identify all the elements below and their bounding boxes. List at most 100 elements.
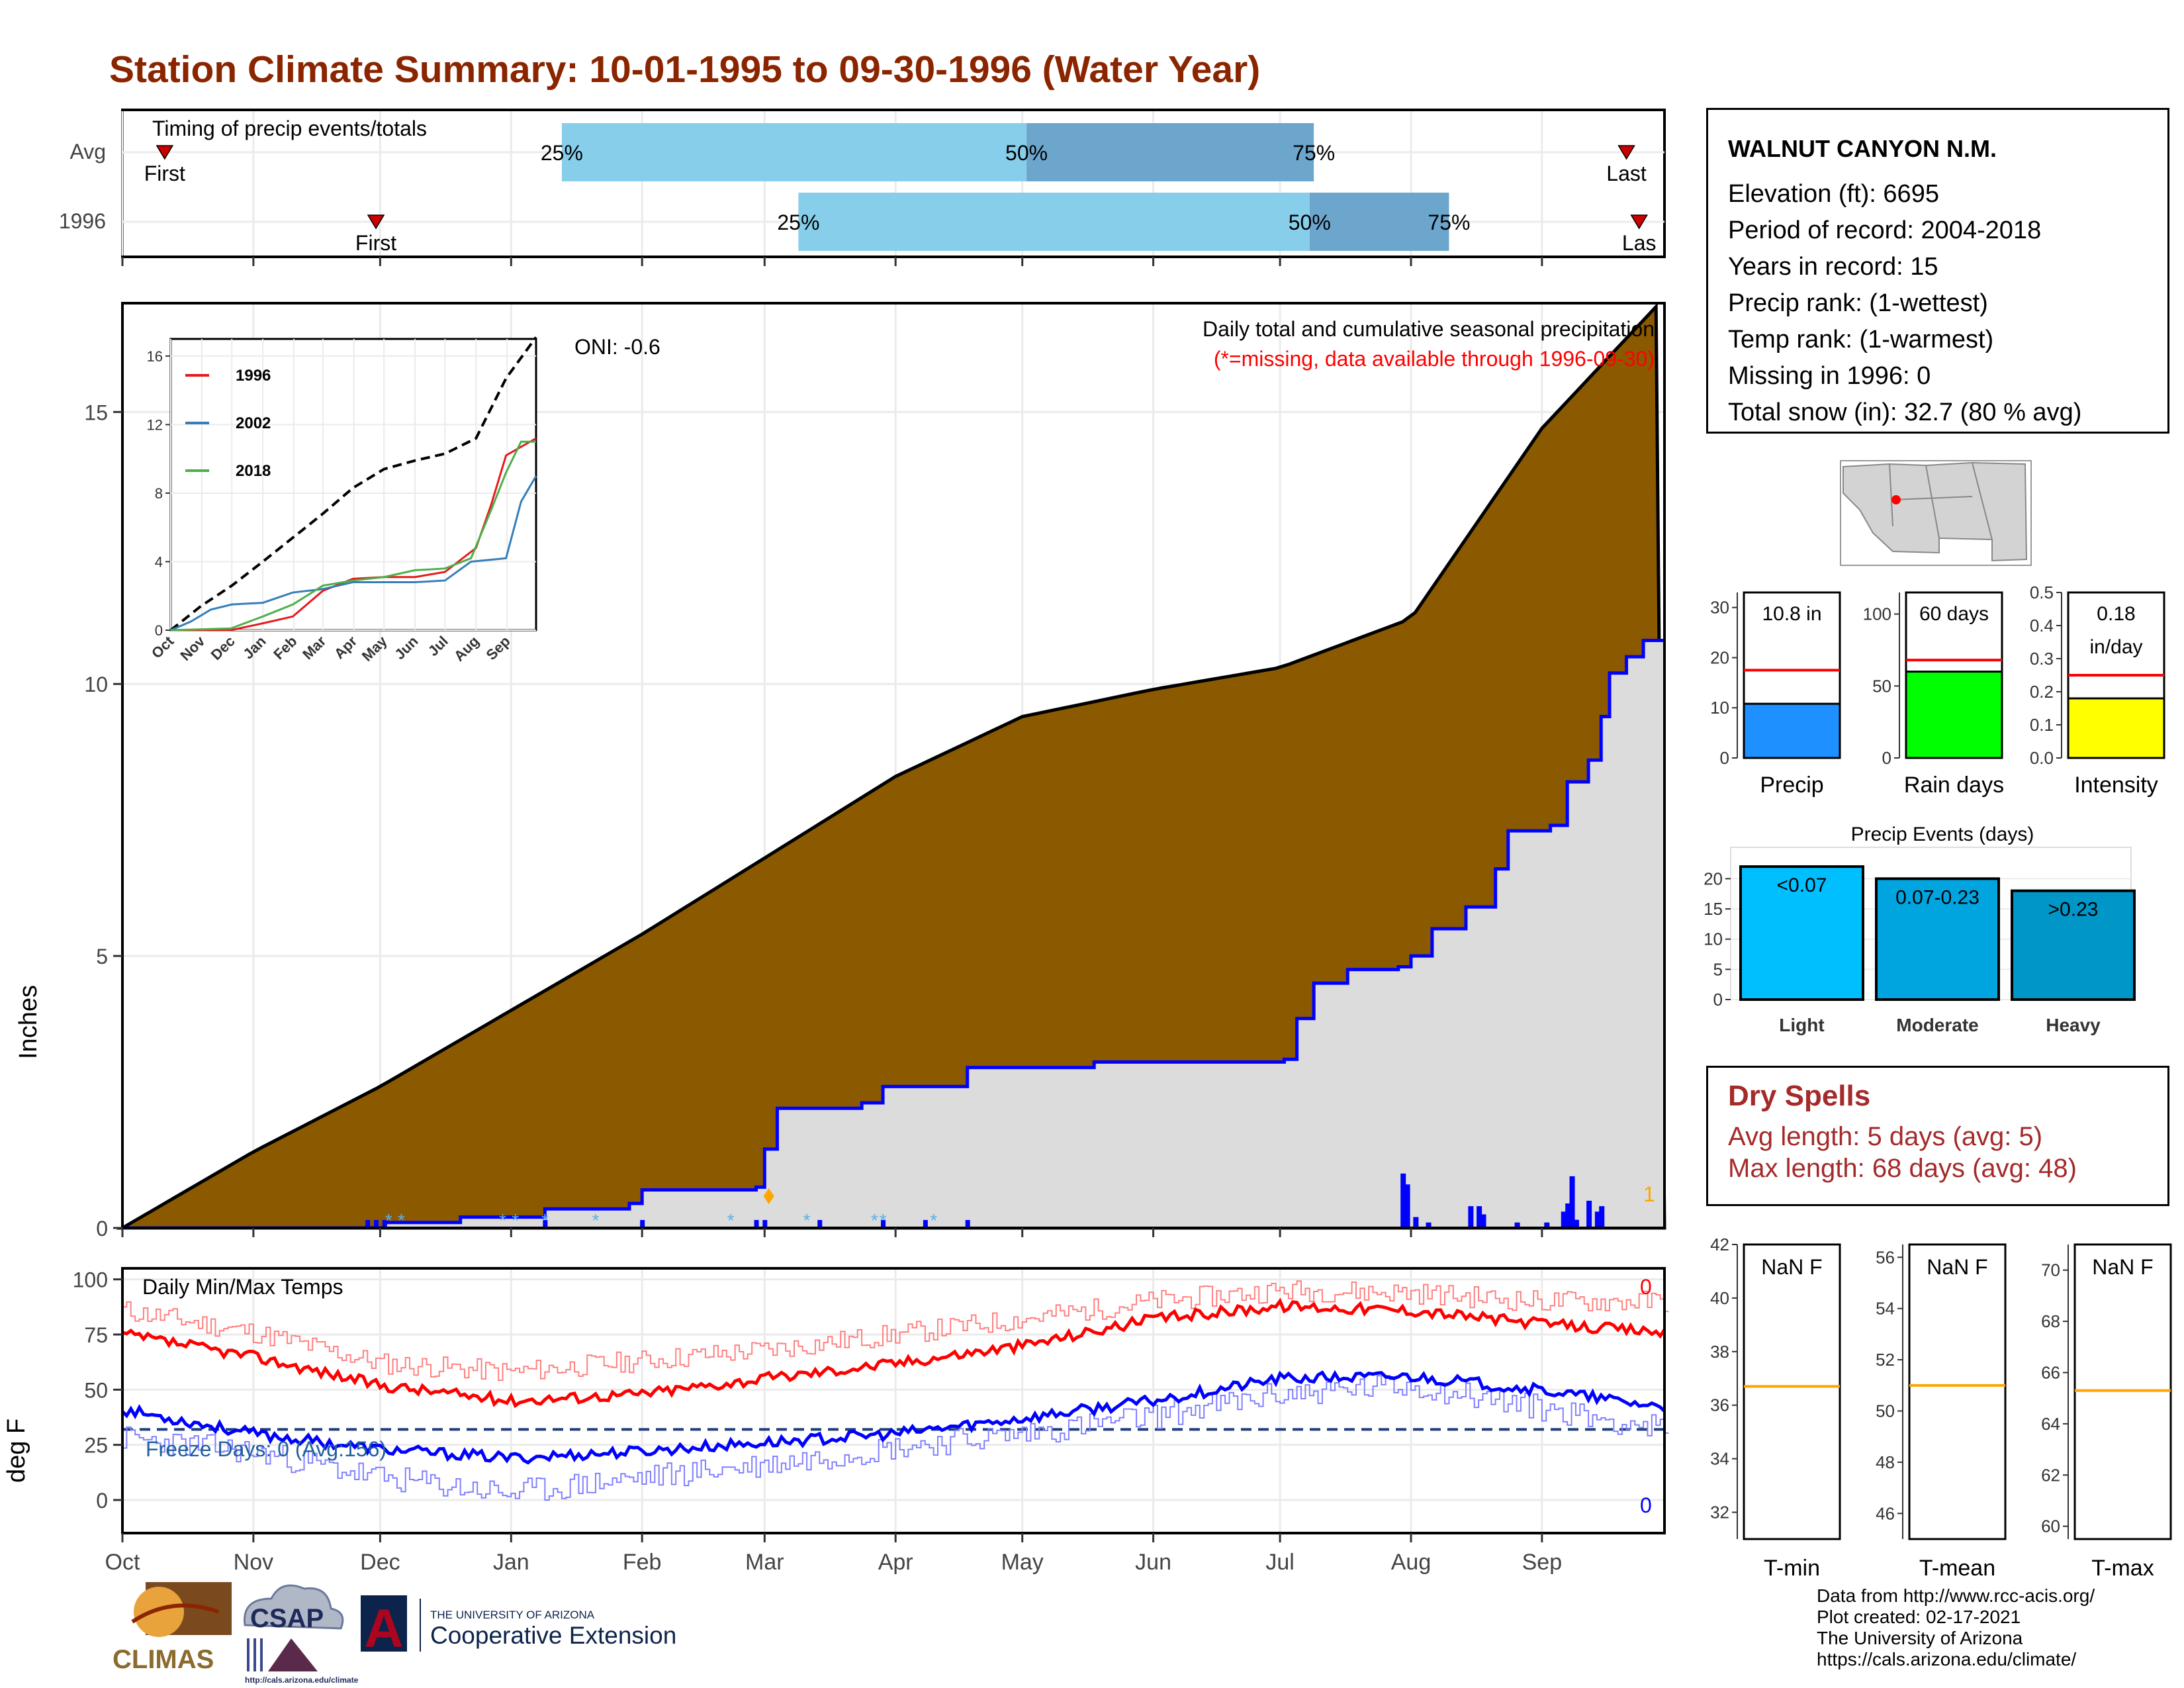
tbox-label: T-mean xyxy=(1919,1556,1995,1581)
daily-precip-bar xyxy=(1413,1217,1419,1228)
precip-ylabel: Inches xyxy=(15,985,42,1059)
inset-legend-label: 2002 xyxy=(236,414,271,432)
bar-y-label: 0.3 xyxy=(2030,649,2054,669)
timing-marker-label: First xyxy=(355,231,396,255)
events-y-label: 0 xyxy=(1713,990,1723,1009)
timing-row-avg: Avg xyxy=(69,140,106,164)
temps-y-ticks: 0 25 50 75 100 xyxy=(73,1268,122,1513)
timing-marker-icon xyxy=(1617,145,1635,160)
tbox-y-label: 70 xyxy=(2041,1260,2060,1280)
tbox-y-label: 32 xyxy=(1710,1503,1729,1523)
daily-precip-bar xyxy=(1480,1214,1486,1228)
dry-avg-length: Avg length: 5 days (avg: 5) xyxy=(1728,1122,2043,1151)
snow-marker-icon: * xyxy=(930,1210,937,1231)
precip-y-tick-label: 0 xyxy=(96,1217,108,1241)
inset-y-label: 0 xyxy=(155,622,163,639)
map-borders xyxy=(1889,462,1993,540)
daily-precip-bar xyxy=(923,1220,928,1228)
month-axis: Oct Nov Dec Jan Feb Mar Apr May Jun Jul Aug Sep xyxy=(105,1533,1562,1575)
credit-line: https://cals.arizona.edu/climate/ xyxy=(1817,1649,2077,1669)
ua-line-2: Cooperative Extension xyxy=(430,1622,676,1649)
precip-title-2: (*=missing, data available through 1996-… xyxy=(1214,347,1655,371)
precip-title-1: Daily total and cumulative seasonal prec… xyxy=(1203,317,1655,341)
timing-label-q50: 50% xyxy=(1289,211,1331,234)
freeze-days-label: Freeze Days: 0 (Avg:156) xyxy=(146,1437,387,1461)
dry-spells-title: Dry Spells xyxy=(1728,1080,1871,1112)
bar-y-label: 20 xyxy=(1710,647,1729,667)
bar-label: Rain days xyxy=(1904,773,2004,798)
daily-precip-bar xyxy=(640,1220,645,1228)
tbox-y-label: 60 xyxy=(2041,1517,2060,1536)
daily-precip-bar xyxy=(1599,1206,1605,1228)
tbox-label: T-min xyxy=(1764,1556,1820,1581)
bar-y-label: 0.1 xyxy=(2030,715,2054,735)
station-line: Elevation (ft): 6695 xyxy=(1728,180,1939,208)
timing-label: Timing of precip events/totals xyxy=(152,117,427,140)
temps-y-tick-label: 50 xyxy=(84,1378,108,1402)
bar-fill xyxy=(2067,697,2165,759)
daily-precip-bar xyxy=(1573,1219,1579,1228)
month-label: Nov xyxy=(234,1550,273,1575)
cloud-icon xyxy=(244,1584,344,1630)
min-count: 0 xyxy=(1640,1493,1652,1517)
bar-label: Precip xyxy=(1760,773,1823,798)
snow-marker-icon: * xyxy=(385,1210,392,1231)
precip-y-tick-label: 10 xyxy=(84,673,108,696)
temps-ylabel-text: deg F xyxy=(3,1418,30,1483)
daily-precip-bar xyxy=(1400,1173,1406,1228)
temperature-boxes: 32 34 36 38 40 42 NaN F T-min 46 48 50 52 54 56 NaN F T… xyxy=(1710,1235,2172,1581)
event-category-label: Light xyxy=(1779,1015,1824,1035)
event-bar-label: 0.07-0.23 xyxy=(1895,886,1979,908)
daily-precip-bar xyxy=(965,1220,970,1228)
month-label: Apr xyxy=(878,1550,913,1575)
bar-y-label: 10 xyxy=(1710,698,1729,718)
bar-fill xyxy=(1905,671,2003,759)
dry-max-length: Max length: 68 days (avg: 48) xyxy=(1728,1154,2077,1183)
temps-lines xyxy=(121,1280,1669,1501)
daily-precip-bar xyxy=(762,1220,768,1228)
month-label: May xyxy=(1001,1550,1044,1575)
month-label: Jan xyxy=(493,1550,529,1575)
events-y-label: 15 xyxy=(1704,899,1723,919)
tbox-frame xyxy=(1908,1243,2007,1540)
tbox-y-label: 52 xyxy=(1876,1350,1895,1370)
oni-label: ONI: -0.6 xyxy=(574,335,660,359)
station-line: Temp rank: (1-warmest) xyxy=(1728,326,1994,353)
daily-precip-bar xyxy=(817,1220,823,1228)
timing-bar-q25-q50 xyxy=(561,123,1027,181)
tbox-value: NaN F xyxy=(1927,1255,1987,1279)
logos: CLIMAS CSAP http://cals.arizona.edu/clim… xyxy=(113,1582,676,1685)
daily-precip-bar xyxy=(1514,1222,1520,1228)
month-label: Jun xyxy=(1135,1550,1171,1575)
timing-marker-icon xyxy=(1630,214,1649,230)
event-marker-icon xyxy=(763,1188,774,1204)
timing-marker-icon xyxy=(156,145,174,160)
bar-y-label: 0.4 xyxy=(2030,616,2054,635)
timing-label-q75: 75% xyxy=(1428,211,1470,234)
tbox-value: NaN F xyxy=(2092,1255,2153,1279)
daily-precip-bar xyxy=(543,1220,548,1228)
bar-y-label: 0 xyxy=(1720,748,1729,768)
bar-y-label: 0.0 xyxy=(2030,748,2054,768)
event-bar-label: <0.07 xyxy=(1777,874,1827,896)
climas-sun-icon xyxy=(134,1587,184,1637)
daily-precip-bar xyxy=(881,1220,886,1228)
min-avg-line xyxy=(122,1375,1669,1501)
station-details: Elevation (ft): 6695 Period of record: 20… xyxy=(1728,176,2167,431)
tbox-value: NaN F xyxy=(1761,1255,1822,1279)
event-bar xyxy=(1875,877,2000,1001)
max-1996-line xyxy=(122,1297,1666,1409)
timing-bar-q25-q50 xyxy=(798,193,1310,251)
inset-y-label: 16 xyxy=(147,348,163,365)
inset-y-label: 12 xyxy=(147,416,163,433)
daily-precip-bar xyxy=(365,1220,371,1228)
max-avg-line xyxy=(122,1280,1669,1382)
snow-marker-icon: * xyxy=(880,1210,887,1231)
daily-precip-bar xyxy=(1569,1176,1575,1228)
daily-precip-bar xyxy=(382,1220,387,1228)
station-line: Period of record: 2004-2018 xyxy=(1728,216,2042,244)
tbox-label: T-max xyxy=(2091,1556,2154,1581)
climas-text: CLIMAS xyxy=(113,1645,214,1674)
tbox-y-label: 36 xyxy=(1710,1395,1729,1415)
